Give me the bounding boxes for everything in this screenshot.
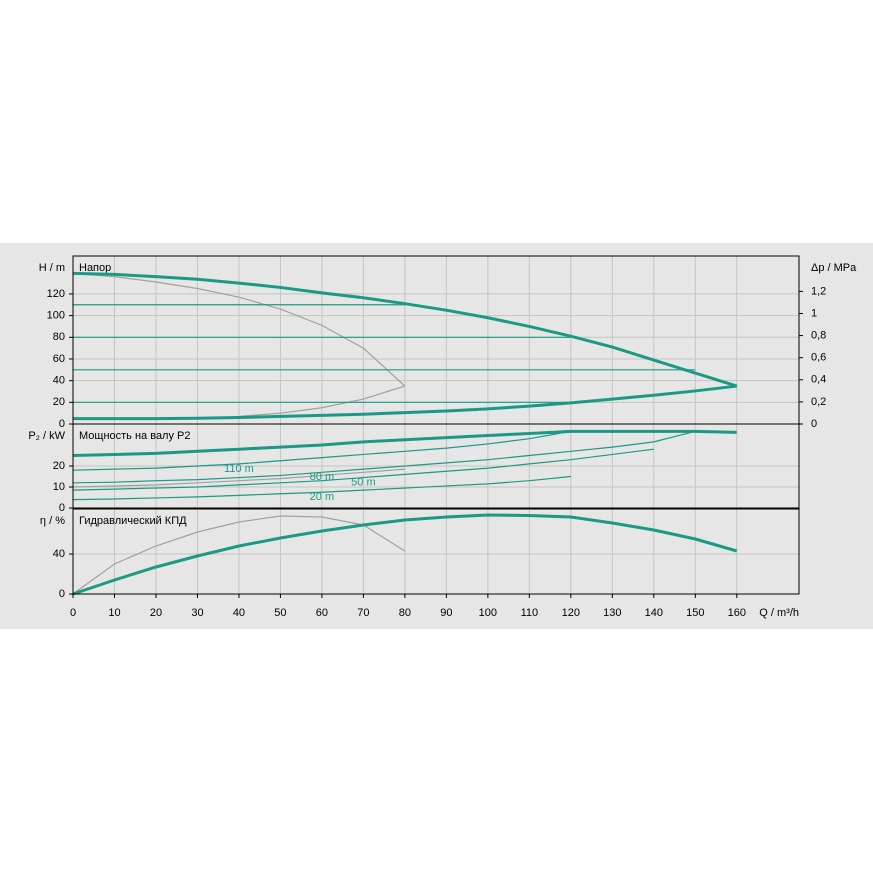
- x-tick-label: 130: [603, 607, 621, 619]
- x-axis-label: Q / m³/h: [759, 607, 799, 619]
- plot-area: [73, 256, 799, 424]
- curve: [72, 430, 571, 471]
- y-tick-label: 80: [53, 331, 65, 343]
- y2-tick-label: 0,4: [811, 374, 826, 386]
- y2-tick-label: 0,2: [811, 396, 826, 408]
- panel-title: Напор: [79, 262, 111, 274]
- x-tick-label: 60: [316, 607, 328, 619]
- y-tick-label: 10: [53, 481, 65, 493]
- x-tick-label: 10: [108, 607, 120, 619]
- y-tick-label: 120: [47, 288, 65, 300]
- curve: [72, 468, 405, 488]
- y-tick-label: 100: [47, 310, 65, 322]
- y-tick-label: 60: [53, 353, 65, 365]
- y2-tick-label: 0,6: [811, 352, 826, 364]
- y-axis-label: H / m: [39, 262, 65, 274]
- x-tick-label: 90: [440, 607, 452, 619]
- y-axis-label: η / %: [40, 515, 65, 527]
- plot-frame: [72, 423, 800, 509]
- x-tick-label: 100: [479, 607, 497, 619]
- y-tick-label: 20: [53, 460, 65, 472]
- curve: [72, 429, 737, 457]
- x-tick-label: 110: [521, 607, 539, 619]
- curve: [72, 430, 696, 484]
- curve: [73, 384, 737, 421]
- x-tick-label: 40: [233, 607, 245, 619]
- y-tick-label: 40: [53, 548, 65, 560]
- y-tick-label: 20: [53, 396, 65, 408]
- curve: [72, 475, 571, 501]
- panel-title: Мощность на валу P2: [79, 430, 191, 442]
- plot-area: [73, 509, 799, 594]
- y-tick-label: 0: [59, 588, 65, 600]
- curve: [72, 515, 406, 595]
- x-tick-label: 80: [399, 607, 411, 619]
- x-tick-label: 150: [686, 607, 704, 619]
- curve: [72, 271, 738, 388]
- curve: [72, 448, 654, 491]
- curve: [72, 272, 406, 387]
- panel-title: Гидравлический КПД: [79, 515, 187, 527]
- y2-axis-label: Δp / MPa: [811, 262, 857, 274]
- y-tick-label: 40: [53, 375, 65, 387]
- y2-tick-label: 1: [811, 307, 817, 319]
- x-tick-label: 120: [562, 607, 580, 619]
- x-tick-label: 30: [191, 607, 203, 619]
- y-axis-label: P₂ / kW: [28, 430, 65, 442]
- x-tick-label: 0: [70, 607, 76, 619]
- plot-frame: [72, 508, 800, 595]
- y2-tick-label: 0,8: [811, 329, 826, 341]
- y-tick-label: 0: [59, 502, 65, 514]
- curve-label: 20 m: [310, 491, 334, 503]
- y2-tick-label: 1,2: [811, 285, 826, 297]
- x-tick-label: 70: [357, 607, 369, 619]
- curve-label: 110 m: [224, 463, 254, 475]
- y2-tick-label: 0: [811, 418, 817, 430]
- y-tick-label: 0: [59, 418, 65, 430]
- x-tick-label: 160: [728, 607, 746, 619]
- x-tick-label: 50: [274, 607, 286, 619]
- x-tick-label: 140: [645, 607, 663, 619]
- curve-label: 50 m: [351, 476, 375, 488]
- curve: [72, 513, 738, 596]
- x-tick-label: 20: [150, 607, 162, 619]
